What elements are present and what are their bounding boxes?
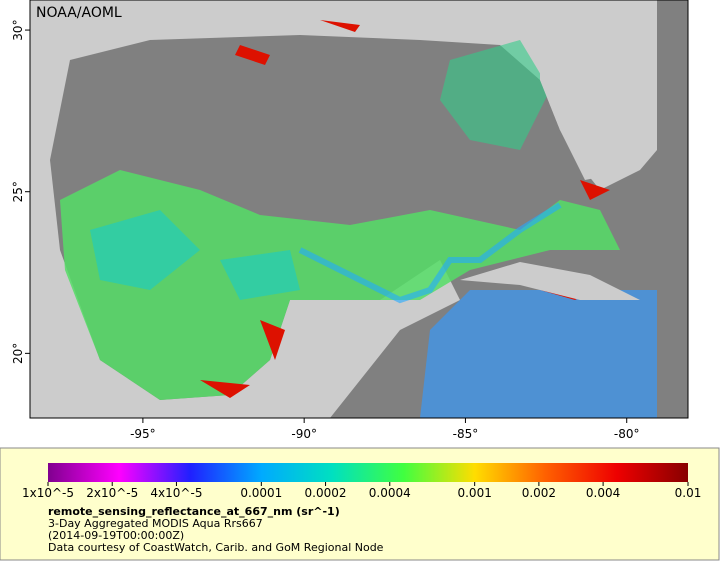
colorbar-tick-label: 2x10^-5 [86, 486, 138, 500]
colorbar-tick-label: 4x10^-5 [150, 486, 202, 500]
bloom [60, 170, 620, 400]
colorbar-tick-label: 0.0004 [369, 486, 411, 500]
bloom [298, 202, 562, 304]
colorbar-tick-label: 0.0002 [305, 486, 347, 500]
colorbar-tick-label: 1x10^-5 [22, 486, 74, 500]
colorbar-tick-label: 0.01 [675, 486, 702, 500]
caption-time: (2014-09-19T00:00:00Z) [48, 529, 184, 542]
y-tick-label: 20° [11, 343, 25, 364]
colorbar-tick-label: 0.002 [522, 486, 556, 500]
colorbar-tick-label: 0.001 [457, 486, 491, 500]
x-tick-label: -80° [614, 427, 640, 441]
x-tick-label: -85° [453, 427, 479, 441]
y-tick-label: 30° [11, 19, 25, 40]
colorbar-axis: 1x10^-5 2x10^-5 4x10^-5 0.0001 0.0002 0.0004 0… [22, 482, 701, 500]
axes: -95° -90° -85° -80° 20° 25° 30° [11, 19, 640, 441]
colorbar [48, 463, 688, 482]
cuba [460, 262, 640, 300]
map-title: NOAA/AOML [36, 5, 122, 21]
caption-variable: remote_sensing_reflectance_at_667_nm (sr… [48, 505, 340, 518]
bloom [420, 290, 657, 418]
no-data-strip [657, 0, 688, 418]
bloom [440, 40, 550, 150]
florida [540, 40, 620, 180]
colorbar-tick-label: 0.004 [586, 486, 620, 500]
frame [29, 0, 689, 419]
x-tick-label: -95° [130, 427, 156, 441]
y-tick-label: 25° [11, 181, 25, 202]
caption-credit: Data courtesy of CoastWatch, Carib. and … [48, 541, 384, 554]
x-tick-label: -90° [291, 427, 317, 441]
caption-product: 3-Day Aggregated MODIS Aqua Rrs667 [48, 517, 263, 530]
colorbar-tick-label: 0.0001 [240, 486, 282, 500]
map: NOAA/AOML [29, 0, 689, 419]
bloom [90, 210, 300, 300]
